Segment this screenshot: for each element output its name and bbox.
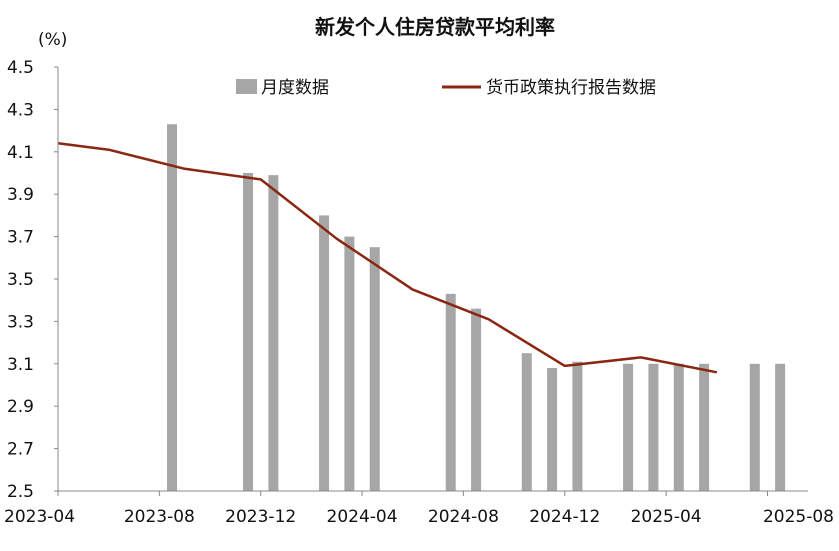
- bar-2023-11: [243, 173, 253, 491]
- y-tick-label: 3.1: [7, 355, 34, 375]
- x-tick-label: 2024-12: [529, 507, 600, 527]
- y-tick-label: 3.7: [7, 228, 34, 248]
- legend-label-line: 货币政策执行报告数据: [486, 78, 656, 98]
- line-series: [58, 143, 717, 372]
- legend: 月度数据 货币政策执行报告数据: [236, 78, 656, 98]
- bar-2025-04: [674, 364, 684, 491]
- chart-title: 新发个人住房贷款平均利率: [315, 15, 555, 39]
- bar-2024-07: [446, 294, 456, 491]
- bar-2024-03: [344, 237, 354, 491]
- bar-2025-02: [623, 364, 633, 491]
- y-tick-label: 3.9: [7, 185, 34, 205]
- x-tick-label: 2023-04: [4, 507, 75, 527]
- x-tick-label: 2023-08: [124, 507, 195, 527]
- y-tick-label: 2.7: [7, 440, 34, 460]
- y-tick-label: 3.3: [7, 312, 34, 332]
- bar-2024-02: [319, 215, 329, 491]
- bar-2023-12: [268, 175, 278, 491]
- legend-swatch-bar: [236, 79, 257, 94]
- bar-2025-08: [775, 364, 785, 491]
- bar-2025-05: [699, 364, 709, 491]
- bar-2024-08: [471, 309, 481, 491]
- bar-2023-08: [167, 124, 177, 491]
- x-tick-label: 2025-08: [763, 507, 834, 527]
- y-tick-label: 3.5: [7, 270, 34, 290]
- y-tick-label: 4.1: [7, 143, 34, 163]
- x-tick-label: 2024-08: [428, 507, 499, 527]
- bar-2025-03: [648, 364, 658, 491]
- y-tick-label: 2.9: [7, 397, 34, 417]
- y-axis-unit: (%): [38, 30, 67, 50]
- bar-2024-12: [572, 362, 582, 491]
- bar-2025-07: [750, 364, 760, 491]
- bar-2024-04: [370, 247, 380, 491]
- x-tick-label: 2023-12: [225, 507, 296, 527]
- y-tick-label: 2.5: [7, 482, 34, 502]
- bar-2024-11: [547, 368, 557, 491]
- x-tick-label: 2025-04: [631, 507, 702, 527]
- y-tick-label: 4.3: [7, 100, 34, 120]
- line-path: [58, 143, 717, 372]
- y-tick-label: 4.5: [7, 58, 34, 78]
- bar-2024-10: [522, 353, 532, 491]
- x-tick-label: 2024-04: [327, 507, 398, 527]
- legend-label-bar: 月度数据: [261, 78, 329, 98]
